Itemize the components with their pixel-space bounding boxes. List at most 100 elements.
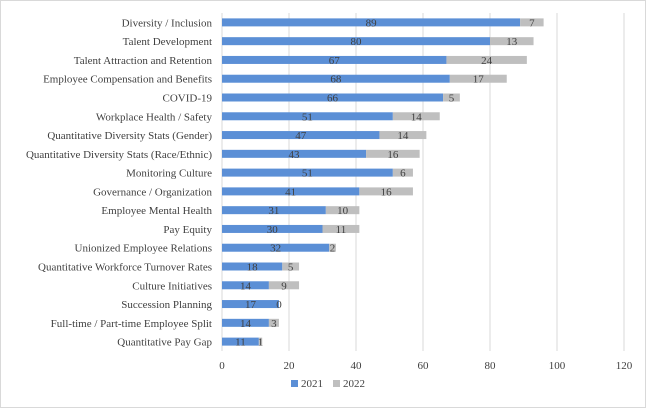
bar-2021-full-time-part-time-employee-split bbox=[222, 318, 269, 327]
data-label-2021-workplace-health-safety: 51 bbox=[302, 111, 313, 123]
data-label-2021-unionized-employee-relations: 32 bbox=[270, 243, 281, 255]
bar-2021-quantitative-pay-gap bbox=[222, 337, 259, 346]
category-label-diversity-inclusion: Diversity / Inclusion bbox=[122, 17, 213, 29]
legend-swatch-2021 bbox=[291, 380, 298, 387]
x-tick-label-100: 100 bbox=[549, 360, 566, 372]
data-label-2022-culture-initiatives: 9 bbox=[281, 280, 287, 292]
data-label-2022-employee-compensation-and-benefits: 17 bbox=[473, 74, 485, 86]
category-label-employee-mental-health: Employee Mental Health bbox=[101, 205, 212, 217]
x-tick-label-80: 80 bbox=[485, 360, 497, 372]
data-label-2021-pay-equity: 30 bbox=[267, 224, 279, 236]
category-label-quantitative-workforce-turnover-rates: Quantitative Workforce Turnover Rates bbox=[38, 262, 212, 274]
bar-2022-full-time-part-time-employee-split bbox=[268, 318, 279, 327]
category-label-quantitative-diversity-stats-race-ethnic: Quantitative Diversity Stats (Race/Ethni… bbox=[26, 149, 212, 161]
bar-2021-governance-organization bbox=[222, 187, 360, 196]
data-label-2021-diversity-inclusion: 89 bbox=[366, 17, 378, 29]
data-label-2022-pay-equity: 11 bbox=[336, 224, 347, 236]
bar-2021-monitoring-culture bbox=[222, 168, 393, 177]
data-label-2022-governance-organization: 16 bbox=[381, 186, 393, 198]
data-label-2022-quantitative-pay-gap: 1 bbox=[258, 337, 264, 349]
bar-2022-quantitative-workforce-turnover-rates bbox=[282, 262, 300, 271]
data-label-2022-succession-planning: 0 bbox=[276, 299, 282, 311]
bar-2021-quantitative-workforce-turnover-rates bbox=[222, 262, 283, 271]
category-label-talent-development: Talent Development bbox=[123, 36, 212, 48]
bar-2022-employee-compensation-and-benefits bbox=[449, 74, 507, 83]
bar-2022-governance-organization bbox=[359, 187, 413, 196]
data-label-2022-talent-attraction-and-retention: 24 bbox=[481, 55, 493, 67]
bar-2021-talent-attraction-and-retention bbox=[222, 55, 447, 64]
data-label-2021-employee-compensation-and-benefits: 68 bbox=[330, 74, 342, 86]
category-label-pay-equity: Pay Equity bbox=[163, 224, 212, 236]
category-label-quantitative-pay-gap: Quantitative Pay Gap bbox=[117, 337, 212, 349]
data-label-2022-talent-development: 13 bbox=[506, 36, 518, 48]
data-label-2021-quantitative-workforce-turnover-rates: 18 bbox=[247, 262, 259, 274]
legend-swatch-2022 bbox=[333, 380, 340, 387]
x-tick-label-60: 60 bbox=[418, 360, 430, 372]
x-tick-label-20: 20 bbox=[284, 360, 296, 372]
bar-2022-workplace-health-safety bbox=[392, 112, 440, 121]
data-label-2021-talent-development: 80 bbox=[351, 36, 363, 48]
bar-2022-pay-equity bbox=[322, 224, 360, 233]
data-label-2021-governance-organization: 41 bbox=[285, 186, 296, 198]
category-label-workplace-health-safety: Workplace Health / Safety bbox=[96, 111, 213, 123]
bar-2022-covid-19 bbox=[443, 93, 460, 102]
bar-2021-quantitative-diversity-stats-race-ethnic bbox=[222, 149, 367, 158]
data-label-2022-quantitative-diversity-stats-gender: 14 bbox=[397, 130, 409, 142]
data-label-2022-unionized-employee-relations: 2 bbox=[330, 243, 336, 255]
bar-2022-talent-development bbox=[490, 37, 534, 46]
category-label-full-time-part-time-employee-split: Full-time / Part-time Employee Split bbox=[51, 318, 212, 330]
bar-2021-diversity-inclusion bbox=[222, 18, 521, 27]
data-label-2021-succession-planning: 17 bbox=[245, 299, 257, 311]
data-label-2021-quantitative-diversity-stats-race-ethnic: 43 bbox=[289, 149, 301, 161]
data-label-2021-covid-19: 66 bbox=[327, 93, 339, 105]
bar-2021-covid-19 bbox=[222, 93, 444, 102]
bar-2022-quantitative-diversity-stats-race-ethnic bbox=[366, 149, 420, 158]
data-label-2022-diversity-inclusion: 7 bbox=[529, 17, 535, 29]
category-label-unionized-employee-relations: Unionized Employee Relations bbox=[75, 243, 212, 255]
data-label-2021-talent-attraction-and-retention: 67 bbox=[329, 55, 341, 67]
category-label-covid-19: COVID-19 bbox=[163, 93, 213, 105]
bar-2022-quantitative-pay-gap bbox=[258, 337, 263, 346]
data-label-2021-quantitative-pay-gap: 11 bbox=[235, 337, 246, 349]
bar-2021-talent-development bbox=[222, 37, 490, 46]
bar-2022-unionized-employee-relations bbox=[329, 243, 336, 252]
category-label-talent-attraction-and-retention: Talent Attraction and Retention bbox=[74, 55, 213, 67]
legend-label-2022: 2022 bbox=[343, 378, 365, 390]
bar-2021-employee-mental-health bbox=[222, 206, 326, 215]
data-label-2022-employee-mental-health: 10 bbox=[337, 205, 349, 217]
category-label-culture-initiatives: Culture Initiatives bbox=[132, 280, 212, 292]
bar-2022-monitoring-culture bbox=[392, 168, 413, 177]
legend-label-2021: 2021 bbox=[301, 378, 323, 390]
data-label-2021-culture-initiatives: 14 bbox=[240, 280, 252, 292]
bar-2021-culture-initiatives bbox=[222, 281, 269, 290]
category-label-employee-compensation-and-benefits: Employee Compensation and Benefits bbox=[43, 74, 212, 86]
category-label-governance-organization: Governance / Organization bbox=[93, 186, 212, 198]
data-label-2022-full-time-part-time-employee-split: 3 bbox=[271, 318, 277, 330]
data-label-2022-quantitative-workforce-turnover-rates: 5 bbox=[288, 262, 294, 274]
bar-2021-quantitative-diversity-stats-gender bbox=[222, 131, 380, 140]
bar-2021-workplace-health-safety bbox=[222, 112, 393, 121]
bar-2021-succession-planning bbox=[222, 300, 279, 309]
category-label-quantitative-diversity-stats-gender: Quantitative Diversity Stats (Gender) bbox=[47, 130, 212, 142]
data-label-2022-covid-19: 5 bbox=[449, 93, 455, 105]
bar-2022-quantitative-diversity-stats-gender bbox=[379, 131, 427, 140]
data-label-2021-employee-mental-health: 31 bbox=[268, 205, 279, 217]
x-tick-label-40: 40 bbox=[351, 360, 363, 372]
category-label-succession-planning: Succession Planning bbox=[121, 299, 212, 311]
x-tick-label-120: 120 bbox=[616, 360, 633, 372]
data-label-2021-full-time-part-time-employee-split: 14 bbox=[240, 318, 252, 330]
category-label-monitoring-culture: Monitoring Culture bbox=[126, 168, 212, 180]
data-label-2022-quantitative-diversity-stats-race-ethnic: 16 bbox=[387, 149, 399, 161]
bar-2022-diversity-inclusion bbox=[520, 18, 544, 27]
bar-2021-unionized-employee-relations bbox=[222, 243, 330, 252]
x-tick-label-0: 0 bbox=[219, 360, 225, 372]
data-label-2021-quantitative-diversity-stats-gender: 47 bbox=[295, 130, 307, 142]
bar-2022-talent-attraction-and-retention bbox=[446, 55, 527, 64]
bar-2021-pay-equity bbox=[222, 224, 323, 233]
data-label-2022-workplace-health-safety: 14 bbox=[411, 111, 423, 123]
bar-2022-culture-initiatives bbox=[268, 281, 300, 290]
data-label-2022-monitoring-culture: 6 bbox=[400, 168, 406, 180]
bar-2022-employee-mental-health bbox=[325, 206, 360, 215]
